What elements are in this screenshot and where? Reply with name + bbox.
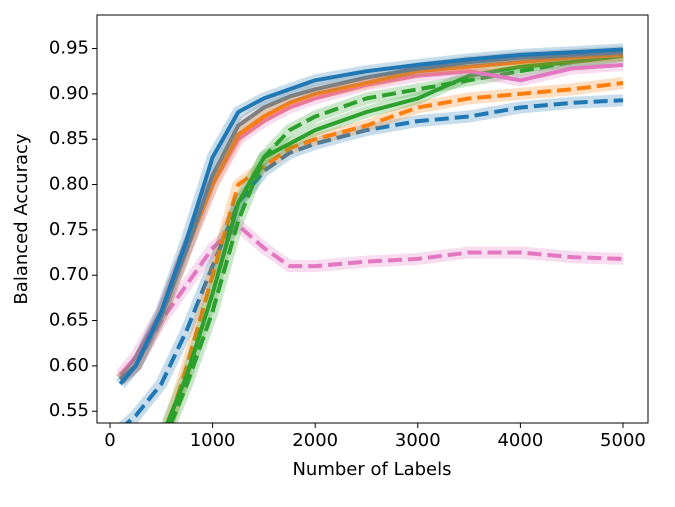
x-tick-label: 4000	[497, 430, 543, 451]
y-tick-label: 0.95	[49, 38, 89, 59]
series-line	[124, 98, 624, 423]
series-line	[118, 47, 624, 386]
y-tick-label: 0.80	[49, 174, 89, 195]
x-tick-label: 2000	[292, 430, 338, 451]
series-line	[166, 81, 624, 423]
y-tick-label: 0.75	[49, 219, 89, 240]
plot-lines	[115, 43, 624, 423]
x-axis-label: Number of Labels	[292, 459, 451, 480]
y-tick-label: 0.85	[49, 128, 89, 149]
series-line	[118, 50, 624, 381]
series-line	[118, 223, 624, 381]
y-tick-label: 0.70	[49, 264, 89, 285]
y-tick-label: 0.60	[49, 355, 89, 376]
series-line	[169, 53, 624, 423]
y-tick-label: 0.55	[49, 400, 89, 421]
x-tick-label: 3000	[395, 430, 441, 451]
plot-frame	[96, 14, 649, 424]
x-tick-label: 1000	[190, 430, 236, 451]
y-tick-label: 0.65	[49, 310, 89, 331]
x-tick-label: 0	[104, 430, 115, 451]
y-axis-label: Balanced Accuracy	[11, 133, 32, 304]
y-tick-label: 0.90	[49, 83, 89, 104]
series-line	[165, 53, 624, 423]
x-tick-label: 5000	[600, 430, 646, 451]
